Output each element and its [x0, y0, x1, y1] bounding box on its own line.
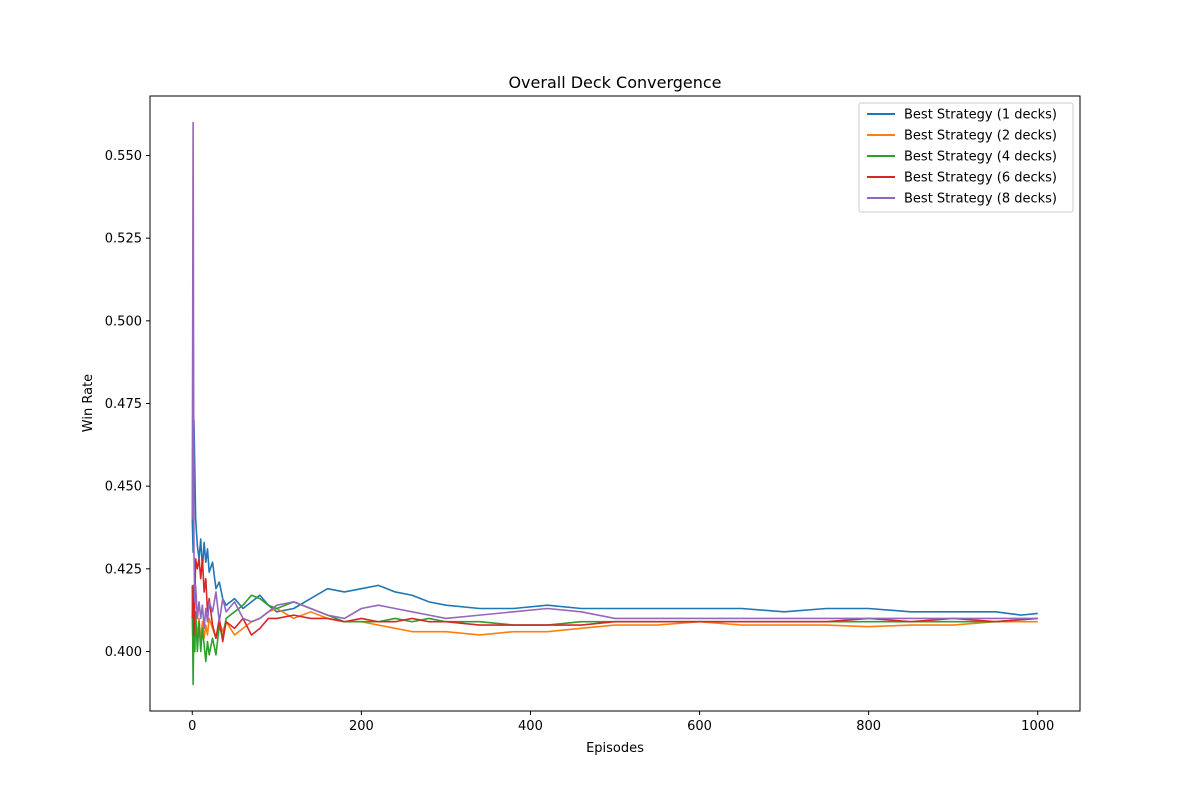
y-axis-label: Win Rate [81, 374, 96, 432]
x-tick-label: 600 [687, 719, 712, 734]
x-axis: 0 200 400 600 800 1000 [188, 711, 1054, 734]
x-tick-label: 1000 [1021, 719, 1054, 734]
chart-title: Overall Deck Convergence [508, 73, 721, 92]
x-axis-label: Episodes [586, 741, 644, 756]
x-tick-label: 200 [349, 719, 374, 734]
x-tick-label: 0 [188, 719, 196, 734]
y-tick-label: 0.475 [105, 397, 142, 412]
y-tick-label: 0.525 [105, 232, 142, 247]
legend-box [858, 102, 1074, 213]
y-tick-label: 0.400 [105, 645, 142, 660]
legend-label-5: Best Strategy (8 decks) [904, 192, 1057, 207]
y-axis: 0.400 0.425 0.450 0.475 0.500 0.525 0.550 [105, 149, 150, 660]
y-tick-label: 0.550 [105, 149, 142, 164]
series-layer [191, 121, 1038, 686]
x-tick-label: 400 [518, 719, 543, 734]
x-tick-label: 800 [856, 719, 881, 734]
y-tick-label: 0.450 [105, 480, 142, 495]
legend: Best Strategy (1 decks) Best Strategy (2 … [858, 102, 1074, 213]
legend-label-3: Best Strategy (4 decks) [904, 150, 1057, 165]
legend-label-4: Best Strategy (6 decks) [904, 171, 1057, 186]
y-tick-label: 0.500 [105, 314, 142, 329]
legend-label-1: Best Strategy (1 decks) [904, 108, 1057, 123]
series-line-5 [191, 121, 1038, 630]
legend-label-2: Best Strategy (2 decks) [904, 129, 1057, 144]
series-line-4 [191, 558, 1038, 643]
y-tick-label: 0.425 [105, 562, 142, 577]
